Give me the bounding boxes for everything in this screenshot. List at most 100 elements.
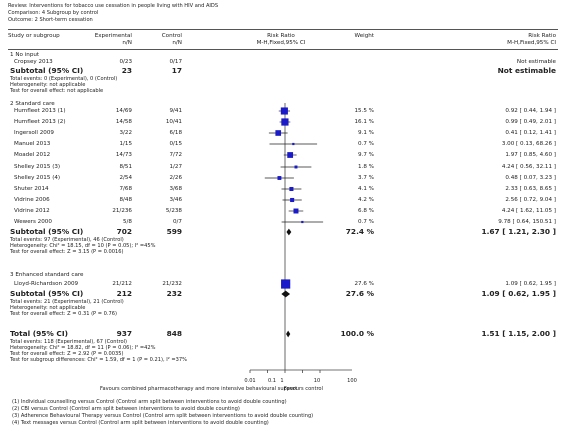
review-title: Review: Interventions for tobacco use ce… (8, 3, 219, 9)
study-ci: 4.24 [ 1.62, 11.05 ] (501, 208, 556, 214)
header-bottom-rule (8, 49, 558, 50)
study-exp: 8/48 (119, 197, 132, 203)
study-ctrl: 6/18 (169, 130, 182, 136)
comparison-title: Comparison: 4 Subgroup by control (8, 10, 99, 16)
study-exp: 14/73 (115, 152, 132, 158)
footnote: (4) Text messages versus Control (Contro… (12, 420, 269, 426)
col-risk-ratio-plot-method: M-H,Fixed,95% CI (256, 40, 306, 46)
subtotal-label: Subtotal (95% CI) (10, 289, 84, 298)
group-note: Total events: 21 (Experimental), 21 (Con… (10, 299, 124, 305)
study-point (289, 186, 294, 192)
study-point (290, 197, 295, 203)
study-weight: 16.1 % (354, 119, 374, 125)
subtotal-exp: 702 (116, 227, 132, 236)
group-note: Total events: 97 (Experimental), 46 (Con… (10, 237, 124, 243)
col-experimental-unit: n/N (122, 40, 132, 46)
study-point (293, 208, 299, 214)
subtotal-ci: 1.67 [ 1.21, 2.30 ] (481, 227, 556, 236)
study-point (292, 142, 295, 146)
study-ctrl: 3/68 (169, 186, 182, 192)
footnote: (1) Individual counselling versus Contro… (12, 399, 287, 405)
subtotal-ctrl: 232 (166, 289, 182, 298)
subtotal-ctrl: 599 (166, 227, 182, 236)
study-ctrl: 0/15 (169, 141, 182, 147)
study-name: Vidrine 2012 (14, 208, 50, 214)
study-ci: 2.33 [ 0.63, 8.65 ] (505, 186, 556, 192)
study-ctrl: 0/17 (169, 59, 182, 65)
group-title: 3 Enhanced standard care (10, 272, 84, 278)
study-ctrl: 0/7 (172, 219, 182, 225)
subtotal-weight: 72.4 % (345, 227, 374, 236)
study-ci: 4.24 [ 0.56, 32.11 ] (501, 164, 556, 170)
summary-diamond (281, 290, 291, 298)
group-title: 1 No input (10, 52, 40, 58)
study-point (275, 130, 282, 136)
study-ci: 9.78 [ 0.64, 150.51 ] (498, 219, 556, 225)
study-weight: 0.7 % (358, 219, 374, 225)
subtotal-label: Subtotal (95% CI) (10, 66, 84, 75)
group-note: Total events: 0 (Experimental), 0 (Contr… (10, 76, 118, 82)
study-exp: 21/212 (112, 281, 132, 287)
study-point (287, 152, 294, 158)
study-ci: 1.09 [ 0.62, 1.95 ] (505, 281, 556, 287)
study-ci: Not estimable (516, 59, 556, 65)
study-weight: 1.8 % (358, 164, 374, 170)
study-name: Shelley 2015 (3) (14, 164, 61, 170)
footnote: (3) Adherence Behavioural Therapy versus… (12, 413, 314, 419)
col-risk-ratio-value-method: M-H,Fixed,95% CI (507, 40, 556, 46)
study-ctrl: 10/41 (165, 119, 182, 125)
study-name: Manuel 2013 (14, 141, 51, 147)
favours-right-label: Favours control (284, 386, 323, 392)
total-note: Total events: 118 (Experimental), 67 (Co… (10, 339, 128, 345)
total-note: Test for overall effect: Z = 2.92 (P = 0… (10, 351, 124, 357)
x-tick-label: 1 (280, 378, 284, 384)
study-name: Shelley 2015 (4) (14, 175, 61, 181)
study-ci: 0.48 [ 0.07, 3.23 ] (505, 175, 556, 181)
study-exp: 3/22 (119, 130, 132, 136)
study-weight: 3.7 % (358, 175, 374, 181)
total-label: Total (95% CI) (10, 329, 68, 338)
col-risk-ratio-value: Risk Ratio (528, 33, 556, 39)
group-title: 2 Standard care (10, 101, 55, 107)
study-exp: 1/15 (119, 141, 132, 147)
study-point (280, 107, 288, 115)
study-name: Moadel 2012 (14, 152, 51, 158)
group-note: Heterogeneity: not applicable (10, 82, 86, 88)
study-exp: 2/54 (119, 175, 132, 181)
header-top-rule (8, 29, 558, 30)
col-study: Study or subgroup (8, 33, 60, 39)
study-point (294, 165, 298, 169)
study-name: Wewers 2000 (14, 219, 52, 225)
study-weight: 15.5 % (354, 108, 374, 114)
study-name: Humfleet 2013 (1) (14, 108, 66, 114)
total-note: Test for subgroup differences: Chi² = 1.… (10, 357, 187, 363)
subtotal-ctrl: 17 (171, 66, 182, 75)
study-point (277, 176, 282, 180)
group-note: Test for overall effect: Z = 0.31 (P = 0… (10, 311, 117, 317)
study-name: Cropsey 2013 (14, 59, 53, 65)
favours-left-label: Favours combined pharmacotherapy and mor… (100, 386, 298, 392)
total-weight: 100.0 % (340, 329, 374, 338)
study-name: Lloyd-Richardson 2009 (14, 281, 79, 287)
study-ci: 2.56 [ 0.72, 9.04 ] (505, 197, 556, 203)
group-note: Heterogeneity: not applicable (10, 305, 86, 311)
x-tick-label: 0.01 (244, 378, 256, 384)
total-ci: 1.51 [ 1.15, 2.00 ] (481, 329, 556, 338)
subtotal-exp: 23 (121, 66, 132, 75)
study-ci: 3.00 [ 0.13, 68.26 ] (501, 141, 556, 147)
study-weight: 4.1 % (358, 186, 374, 192)
outcome-title: Outcome: 2 Short-term cessation (8, 17, 93, 23)
subtotal-weight: 27.6 % (345, 289, 374, 298)
study-ctrl: 7/72 (169, 152, 182, 158)
summary-diamond (286, 330, 291, 338)
study-weight: 4.2 % (358, 197, 374, 203)
study-exp: 14/58 (115, 119, 132, 125)
study-ctrl: 2/26 (169, 175, 182, 181)
study-name: Vidrine 2006 (14, 197, 50, 203)
group-note: Test for overall effect: not applicable (10, 88, 104, 94)
group-note: Heterogeneity: Chi² = 18.15, df = 10 (P … (10, 243, 156, 249)
study-exp: 8/51 (119, 164, 132, 170)
study-name: Ingersoll 2009 (14, 130, 54, 136)
study-exp: 5/8 (122, 219, 132, 225)
